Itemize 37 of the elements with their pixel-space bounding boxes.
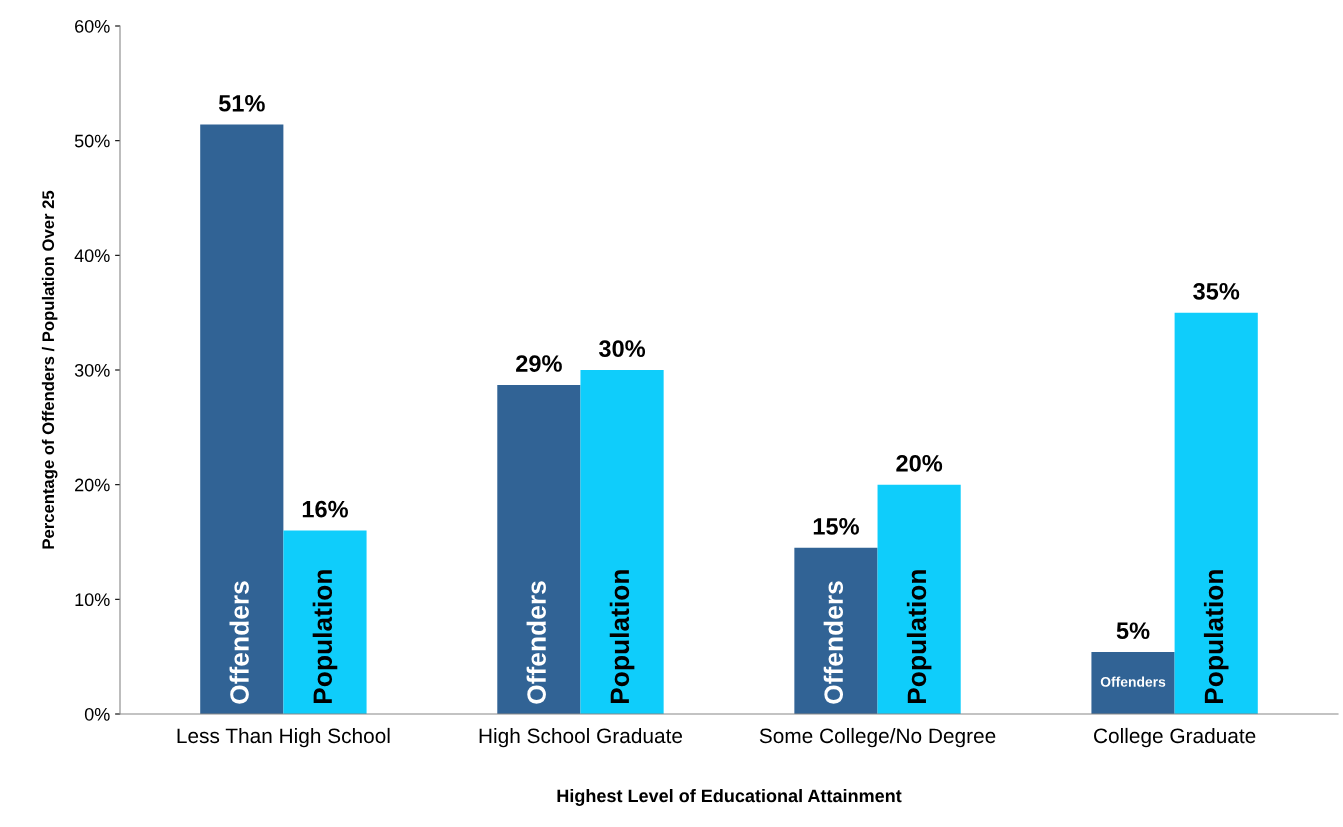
y-tick-label: 30% [74,363,110,377]
x-tick-label: Less Than High School [177,727,390,748]
bar [877,484,961,714]
data-label: 51% [218,94,265,112]
series-label: Offenders [1100,676,1166,687]
y-tick-label: 20% [75,478,110,492]
data-label: 20% [896,454,943,472]
y-tick-label: 50% [74,134,110,148]
text: Population [609,570,635,704]
data-label: 30% [598,340,646,358]
text: Offenders [229,581,249,704]
y-tick-label: 40% [74,249,110,263]
data-label: 29% [516,355,562,372]
x-tick-label: High School Graduate [479,727,683,748]
series-label: Population [312,570,338,704]
data-label: 16% [302,500,348,518]
bar [580,370,664,714]
bar [794,547,878,714]
data-label: 35% [1193,282,1240,300]
x-axis-title: Highest Level of Educational Attainment [557,788,902,806]
x-tick-label: Some College/No Degree [759,727,996,748]
text: Population [906,570,932,704]
bar [1091,652,1175,714]
bar [1174,312,1258,714]
text: Offenders [823,581,844,704]
bar [283,530,367,714]
bar [497,384,581,714]
y-axis-title: Percentage of Offenders / Population Over 25 [41,190,58,549]
data-label: 5% [1116,622,1150,640]
y-tick-label: 60% [75,19,110,33]
bar [200,124,284,714]
text: Offenders [526,581,546,704]
y-tick-label: 10% [75,593,110,607]
x-tick-label: College Graduate [1094,727,1256,748]
text: Population [1203,570,1229,704]
y-tick-label: 0% [84,707,110,721]
data-label: 15% [813,518,859,535]
